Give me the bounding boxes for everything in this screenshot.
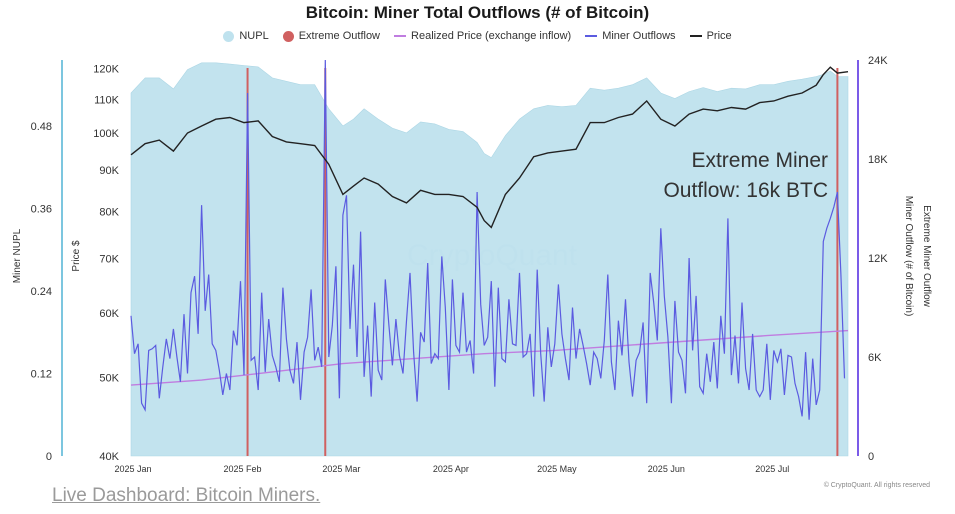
price-tick-label: 120K xyxy=(93,64,119,76)
nupl-tick-label: 0.36 xyxy=(31,204,52,216)
price-line xyxy=(130,66,849,229)
price-tick-label: 100K xyxy=(93,128,119,140)
legend-swatch-price xyxy=(689,35,702,38)
nupl-tick-label: 0.12 xyxy=(31,369,52,381)
legend-label-price: Price xyxy=(706,30,732,42)
price-tick-label: 70K xyxy=(99,254,119,266)
legend-swatch-outflows xyxy=(585,35,598,38)
price-tick-label: 40K xyxy=(99,451,119,463)
right-tick-label: 0 xyxy=(868,451,874,463)
copyright-credit: © CryptoQuant. All rights reserved xyxy=(823,482,930,489)
legend-item-nupl: NUPL xyxy=(223,30,269,42)
right-axis-title-line1: Extreme Miner Outflow xyxy=(921,205,932,307)
x-tick-label: 2025 Apr xyxy=(433,464,469,474)
right-axis-title-line2: Miner Outflow (# of Bitcoin) xyxy=(903,196,914,317)
legend-label-extreme: Extreme Outflow xyxy=(298,30,381,42)
x-tick-label: 2025 Jul xyxy=(755,464,789,474)
x-tick-label: 2025 Jan xyxy=(114,464,151,474)
legend-item-realized: Realized Price (exchange inflow) xyxy=(394,30,571,42)
axes-group: 0.48 0.36 0.24 0.12 0 120K 110K 100K 90K 80K 70K 60… xyxy=(12,55,932,474)
x-tick-label: 2025 May xyxy=(537,464,577,474)
legend-label-realized: Realized Price (exchange inflow) xyxy=(411,30,572,42)
x-tick-label: 2025 Jun xyxy=(648,464,685,474)
price-axis-title: Price $ xyxy=(71,240,82,272)
right-tick-label: 24K xyxy=(868,55,888,67)
price-tick-label: 80K xyxy=(99,207,119,219)
nupl-tick-label: 0 xyxy=(46,451,52,463)
price-tick-label: 110K xyxy=(94,94,120,106)
chart-legend: NUPL Extreme Outflow Realized Price (excha… xyxy=(0,30,955,42)
nupl-tick-label: 0.48 xyxy=(31,121,52,133)
legend-swatch-extreme xyxy=(282,30,294,42)
chart-title: Bitcoin: Miner Total Outflows (# of Bitc… xyxy=(305,3,650,22)
nupl-area-group xyxy=(130,62,849,457)
miner-outflows-group xyxy=(130,59,846,420)
price-tick-label: 60K xyxy=(99,308,119,320)
price-tick-label: 90K xyxy=(99,165,119,177)
x-tick-label: 2025 Mar xyxy=(322,464,360,474)
price-tick-label: 50K xyxy=(99,372,119,384)
live-dashboard-link[interactable]: Live Dashboard: Bitcoin Miners. xyxy=(52,485,321,506)
nupl-area xyxy=(130,62,849,457)
nupl-tick-label: 0.24 xyxy=(31,286,52,298)
legend-item-price: Price xyxy=(689,30,732,42)
price-group xyxy=(130,66,849,229)
legend-item-outflows: Miner Outflows xyxy=(585,30,676,42)
legend-item-extreme: Extreme Outflow xyxy=(282,30,381,42)
miner-outflows-line xyxy=(130,59,846,420)
legend-swatch-realized xyxy=(394,35,407,38)
legend-swatch-nupl xyxy=(223,30,235,42)
annotation-line2: Outflow: 16k BTC xyxy=(663,179,828,202)
annotation-line1: Extreme Miner xyxy=(691,149,828,172)
right-tick-label: 6K xyxy=(868,352,882,364)
x-tick-label: 2025 Feb xyxy=(223,464,261,474)
annotation-group: Extreme Miner Outflow: 16k BTC xyxy=(663,149,828,202)
legend-label-nupl: NUPL xyxy=(239,30,269,42)
right-tick-label: 18K xyxy=(868,154,888,166)
nupl-axis-title: Miner NUPL xyxy=(12,228,23,283)
right-tick-label: 12K xyxy=(868,253,888,265)
legend-label-outflows: Miner Outflows xyxy=(602,30,676,42)
